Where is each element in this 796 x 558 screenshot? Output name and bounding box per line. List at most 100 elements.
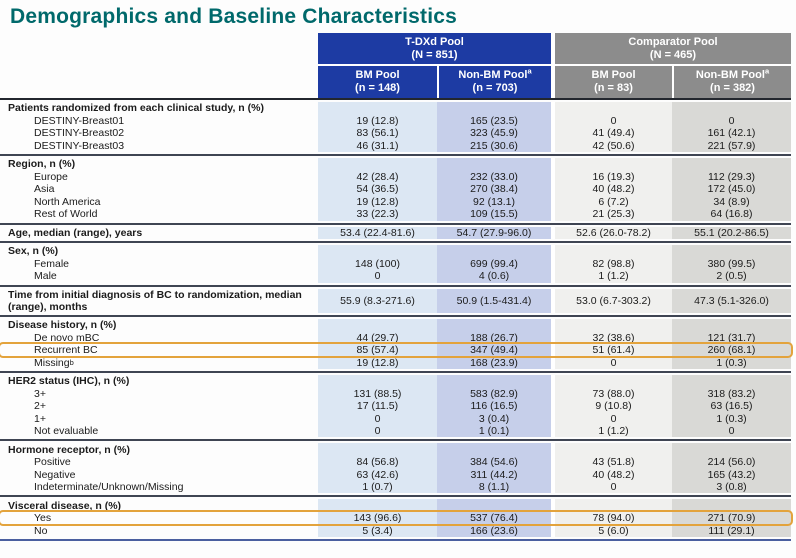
- data-cell: 84 (56.8): [318, 455, 437, 469]
- row-label: Recurrent BC: [34, 344, 98, 357]
- header-spacer: [0, 33, 318, 66]
- data-cell: 0: [318, 412, 437, 425]
- data-cell: [672, 499, 791, 512]
- data-cell: [551, 443, 672, 456]
- col-header-nonbm-tdxd: Non-BM Poola (n = 703): [437, 66, 551, 98]
- table-row: DESTINY-Breast01 19 (12.8) 165 (23.5) 0 0: [0, 114, 791, 127]
- row-label: HER2 status (IHC), n (%): [8, 375, 130, 388]
- data-cell: 166 (23.6): [437, 524, 551, 537]
- data-cell: 4 (0.6): [437, 270, 551, 283]
- data-cell: 161 (42.1): [672, 127, 791, 140]
- table-row: Positive 84 (56.8) 384 (54.6) 43 (51.8) 214 …: [0, 455, 791, 469]
- data-cell: [551, 499, 672, 512]
- data-cell: 232 (33.0): [437, 170, 551, 183]
- table-header-groups: T-DXd Pool (N = 851) Comparator Pool (N …: [0, 33, 791, 66]
- row-label: 3+: [34, 387, 46, 400]
- data-cell: [551, 102, 672, 115]
- data-cell: 699 (99.4): [437, 257, 551, 270]
- row-label: 2+: [34, 400, 46, 413]
- data-cell: 19 (12.8): [318, 356, 437, 369]
- data-cell: 0: [551, 480, 672, 494]
- data-cell: 55.1 (20.2-86.5): [672, 226, 791, 239]
- data-cell: 42 (28.4): [318, 170, 437, 183]
- data-cell: 165 (23.5): [437, 114, 551, 127]
- data-cell: 111 (29.1): [672, 524, 791, 537]
- table-section: Patients randomized from each clinical s…: [0, 98, 791, 152]
- data-cell: 323 (45.9): [437, 127, 551, 140]
- data-cell: 8 (1.1): [437, 480, 551, 494]
- table-row: 3+ 131 (88.5) 583 (82.9) 73 (88.0) 318 (83.2…: [0, 387, 791, 400]
- data-cell: 0: [672, 114, 791, 127]
- data-cell: [318, 245, 437, 258]
- data-cell: 34 (8.9): [672, 195, 791, 208]
- data-cell: [437, 318, 551, 332]
- data-cell: 0: [551, 114, 672, 127]
- page-title: Demographics and Baseline Characteristic…: [10, 5, 458, 28]
- data-cell: [318, 443, 437, 456]
- table-body: Patients randomized from each clinical s…: [0, 98, 793, 541]
- table-section: Age, median (range), years 53.4 (22.4-81.…: [0, 222, 791, 239]
- pool-header-tdxd-n: (N = 851): [411, 48, 458, 61]
- data-cell: [318, 318, 437, 332]
- data-cell: [437, 158, 551, 171]
- data-cell: 0: [672, 424, 791, 438]
- table-row: DESTINY-Breast02 83 (56.1) 323 (45.9) 41 (4…: [0, 127, 791, 140]
- row-label: North America: [34, 195, 101, 208]
- data-cell: 47.3 (5.1-326.0): [672, 288, 791, 313]
- row-label: Not evaluable: [34, 425, 99, 438]
- row-label: No: [34, 524, 48, 537]
- row-label: 1+: [34, 412, 46, 425]
- data-cell: [551, 245, 672, 258]
- data-cell: 221 (57.9): [672, 139, 791, 152]
- data-cell: 0: [318, 424, 437, 438]
- data-cell: 52.6 (26.0-78.2): [551, 226, 672, 239]
- data-cell: 19 (12.8): [318, 195, 437, 208]
- data-cell: 50.9 (1.5-431.4): [437, 288, 551, 313]
- data-cell: 3 (0.8): [672, 480, 791, 494]
- data-cell: [672, 318, 791, 332]
- data-cell: 54.7 (27.9-96.0): [437, 226, 551, 239]
- row-label: Indeterminate/Unknown/Missing: [34, 481, 184, 494]
- data-cell: 165 (43.2): [672, 468, 791, 481]
- data-cell: 92 (13.1): [437, 195, 551, 208]
- data-cell: 6 (7.2): [551, 195, 672, 208]
- table-section: Hormone receptor, n (%) Positive 84 (56.8)…: [0, 439, 791, 494]
- table-section: Visceral disease, n (%) Yes 143 (96.6) 537 …: [0, 495, 793, 537]
- table-row: Asia 54 (36.5) 270 (38.4) 40 (48.2) 172 (45.…: [0, 183, 791, 196]
- data-cell: 0: [551, 412, 672, 425]
- data-cell: 0: [551, 356, 672, 369]
- row-label: Female: [34, 257, 70, 270]
- data-cell: [672, 102, 791, 115]
- highlighted-row: Recurrent BC 85 (57.4) 347 (49.4) 51 (61.4)…: [0, 341, 793, 359]
- pool-header-tdxd-label: T-DXd Pool: [405, 35, 464, 48]
- table-row: Europe 42 (28.4) 232 (33.0) 16 (19.3) 112 (2…: [0, 170, 791, 183]
- table-section: Sex, n (%) Female 148 (100) 699 (99.4) 82 (9…: [0, 241, 791, 283]
- data-cell: 131 (88.5): [318, 387, 437, 400]
- data-cell: 1 (0.3): [672, 356, 791, 369]
- data-cell: 82 (98.8): [551, 257, 672, 270]
- row-label: Europe: [34, 170, 68, 183]
- data-cell: 1 (0.1): [437, 424, 551, 438]
- table-section: HER2 status (IHC), n (%) 3+ 131 (88.5) 583 …: [0, 370, 791, 438]
- data-cell: 116 (16.5): [437, 399, 551, 413]
- data-cell: 1 (1.2): [551, 270, 672, 283]
- data-cell: 44 (29.7): [318, 331, 437, 344]
- data-cell: 9 (10.8): [551, 399, 672, 413]
- data-cell: [437, 499, 551, 512]
- data-cell: [437, 374, 551, 388]
- data-cell: 32 (38.6): [551, 331, 672, 344]
- row-label: Negative: [34, 468, 76, 481]
- col-header-nonbm-comparator: Non-BM Poola (n = 382): [672, 66, 791, 98]
- section-label-row: Disease history, n (%): [0, 318, 791, 332]
- row-label: Time from initial diagnosis of BC to ran…: [8, 288, 302, 313]
- col-header-bm-tdxd: BM Pool (n = 148): [318, 66, 437, 98]
- data-cell: 53.4 (22.4-81.6): [318, 226, 437, 239]
- table-row: Missing b 19 (12.8) 168 (23.9) 0 1 (0.3): [0, 356, 791, 369]
- demographics-table: T-DXd Pool (N = 851) Comparator Pool (N …: [0, 33, 793, 541]
- highlighted-row: Yes 143 (96.6) 537 (76.4) 78 (94.0) 271 (70.…: [0, 509, 793, 527]
- row-label: Male: [34, 270, 57, 283]
- data-cell: 40 (48.2): [551, 183, 672, 196]
- table-row: Not evaluable 0 1 (0.1) 1 (1.2) 0: [0, 424, 791, 438]
- table-row: No 5 (3.4) 166 (23.6) 5 (6.0) 111 (29.1): [0, 524, 791, 537]
